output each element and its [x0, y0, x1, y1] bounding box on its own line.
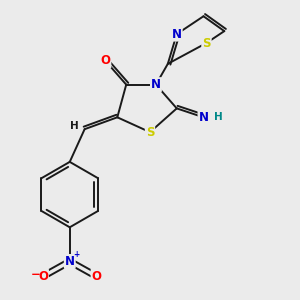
Text: N: N: [151, 78, 161, 91]
Text: H: H: [214, 112, 223, 122]
Text: O: O: [92, 270, 101, 283]
Text: O: O: [38, 270, 48, 283]
Text: N: N: [199, 111, 208, 124]
Text: O: O: [100, 54, 110, 67]
Text: +: +: [73, 250, 80, 260]
Text: H: H: [70, 121, 79, 131]
Text: N: N: [65, 255, 75, 268]
Text: N: N: [172, 28, 182, 40]
Text: S: S: [202, 37, 211, 50]
Text: −: −: [31, 268, 40, 281]
Text: S: S: [146, 126, 154, 139]
